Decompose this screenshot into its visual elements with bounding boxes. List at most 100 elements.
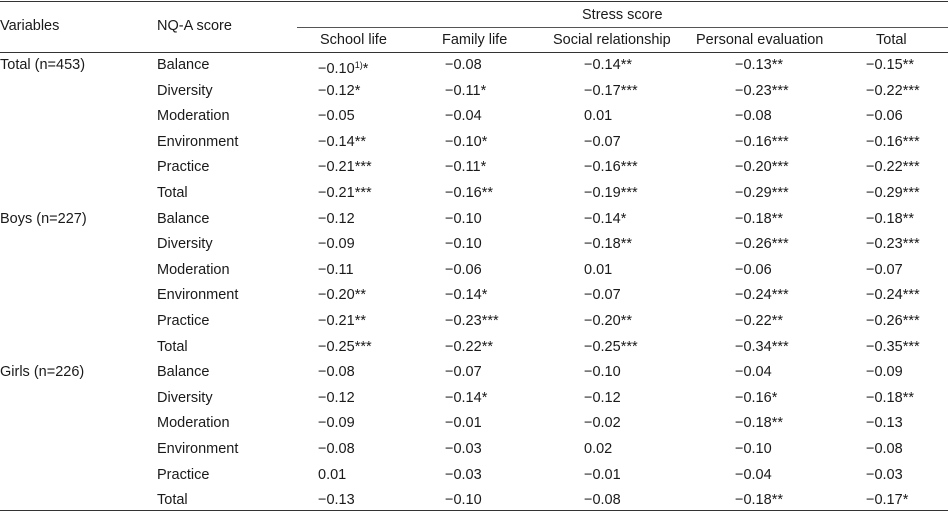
value-school-life: −0.12 bbox=[318, 211, 355, 227]
value-social-relationship: −0.07 bbox=[584, 134, 621, 150]
nq-score-label: Diversity bbox=[157, 83, 213, 99]
value-school-life: −0.08 bbox=[318, 441, 355, 457]
value-social-relationship: 0.02 bbox=[584, 441, 613, 457]
value-total: −0.15** bbox=[866, 57, 914, 73]
value-total: −0.18** bbox=[866, 390, 914, 406]
value-personal-evaluation: −0.16*** bbox=[735, 134, 789, 150]
value-family-life: −0.10 bbox=[445, 492, 482, 508]
value-school-life: −0.21*** bbox=[318, 159, 372, 175]
value-personal-evaluation: −0.26*** bbox=[735, 236, 789, 252]
value-social-relationship: −0.25*** bbox=[584, 339, 638, 355]
header-total: Total bbox=[876, 32, 907, 48]
value-social-relationship: −0.16*** bbox=[584, 159, 638, 175]
header-stress-score: Stress score bbox=[582, 7, 663, 23]
value-total: −0.16*** bbox=[866, 134, 920, 150]
value-family-life: −0.22** bbox=[445, 339, 493, 355]
value-total: −0.09 bbox=[866, 364, 903, 380]
value-school-life: −0.12 bbox=[318, 390, 355, 406]
value-total: −0.18** bbox=[866, 211, 914, 227]
value-school-life: −0.05 bbox=[318, 108, 355, 124]
nq-score-label: Diversity bbox=[157, 390, 213, 406]
nq-score-label: Balance bbox=[157, 364, 210, 380]
value-total: −0.17* bbox=[866, 492, 909, 508]
nq-score-label: Balance bbox=[157, 211, 210, 227]
value-personal-evaluation: −0.20*** bbox=[735, 159, 789, 175]
value-family-life: −0.23*** bbox=[445, 313, 499, 329]
value-personal-evaluation: −0.16* bbox=[735, 390, 778, 406]
stress-header-rule bbox=[297, 27, 948, 28]
value-social-relationship: −0.02 bbox=[584, 415, 621, 431]
value-social-relationship: 0.01 bbox=[584, 108, 613, 124]
value-family-life: −0.10* bbox=[445, 134, 488, 150]
value-total: −0.35*** bbox=[866, 339, 920, 355]
header-bottom-rule bbox=[0, 52, 948, 53]
value-social-relationship: 0.01 bbox=[584, 262, 613, 278]
value-social-relationship: −0.08 bbox=[584, 492, 621, 508]
value-total: −0.06 bbox=[866, 108, 903, 124]
nq-score-label: Moderation bbox=[157, 262, 230, 278]
value-social-relationship: −0.10 bbox=[584, 364, 621, 380]
nq-score-label: Environment bbox=[157, 441, 239, 457]
value-family-life: −0.06 bbox=[445, 262, 482, 278]
significance-mark: * bbox=[362, 61, 369, 77]
value-family-life: −0.04 bbox=[445, 108, 482, 124]
value-personal-evaluation: −0.24*** bbox=[735, 287, 789, 303]
value-personal-evaluation: −0.29*** bbox=[735, 185, 789, 201]
value-school-life: −0.11 bbox=[318, 262, 354, 278]
value-personal-evaluation: −0.04 bbox=[735, 467, 772, 483]
value-total: −0.13 bbox=[866, 415, 903, 431]
value-social-relationship: −0.07 bbox=[584, 287, 621, 303]
value-school-life: −0.08 bbox=[318, 364, 355, 380]
value-social-relationship: −0.18** bbox=[584, 236, 632, 252]
value-family-life: −0.14* bbox=[445, 287, 488, 303]
nq-score-label: Moderation bbox=[157, 415, 230, 431]
value-school-life: −0.25*** bbox=[318, 339, 372, 355]
value-text: −0.10 bbox=[318, 61, 355, 77]
value-family-life: −0.03 bbox=[445, 441, 482, 457]
value-school-life: −0.12* bbox=[318, 83, 361, 99]
value-total: −0.22*** bbox=[866, 159, 920, 175]
value-total: −0.08 bbox=[866, 441, 903, 457]
value-social-relationship: −0.20** bbox=[584, 313, 632, 329]
value-school-life: −0.21*** bbox=[318, 185, 372, 201]
value-school-life: 0.01 bbox=[318, 467, 347, 483]
value-personal-evaluation: −0.34*** bbox=[735, 339, 789, 355]
value-family-life: −0.10 bbox=[445, 211, 482, 227]
header-personal-evaluation: Personal evaluation bbox=[696, 32, 824, 48]
value-family-life: −0.03 bbox=[445, 467, 482, 483]
value-total: −0.26*** bbox=[866, 313, 920, 329]
value-total: −0.07 bbox=[866, 262, 903, 278]
value-personal-evaluation: −0.23*** bbox=[735, 83, 789, 99]
nq-score-label: Moderation bbox=[157, 108, 230, 124]
value-personal-evaluation: −0.10 bbox=[735, 441, 772, 457]
value-social-relationship: −0.19*** bbox=[584, 185, 638, 201]
header-school-life: School life bbox=[320, 32, 387, 48]
value-family-life: −0.16** bbox=[445, 185, 493, 201]
value-school-life: −0.101)* bbox=[318, 56, 368, 78]
group-label: Boys (n=227) bbox=[0, 211, 87, 227]
table-bottom-rule bbox=[0, 510, 948, 511]
value-family-life: −0.10 bbox=[445, 236, 482, 252]
value-social-relationship: −0.14* bbox=[584, 211, 627, 227]
nq-score-label: Practice bbox=[157, 159, 210, 175]
value-school-life: −0.21** bbox=[318, 313, 366, 329]
nq-score-label: Total bbox=[157, 339, 188, 355]
value-personal-evaluation: −0.13** bbox=[735, 57, 783, 73]
header-variables: Variables bbox=[0, 18, 60, 34]
value-total: −0.29*** bbox=[866, 185, 920, 201]
nq-score-label: Environment bbox=[157, 287, 239, 303]
value-personal-evaluation: −0.22** bbox=[735, 313, 783, 329]
nq-score-label: Practice bbox=[157, 313, 210, 329]
value-social-relationship: −0.14** bbox=[584, 57, 632, 73]
group-label: Girls (n=226) bbox=[0, 364, 85, 380]
nq-score-label: Practice bbox=[157, 467, 210, 483]
value-family-life: −0.01 bbox=[445, 415, 482, 431]
value-family-life: −0.08 bbox=[445, 57, 482, 73]
value-family-life: −0.14* bbox=[445, 390, 488, 406]
value-personal-evaluation: −0.06 bbox=[735, 262, 772, 278]
value-total: −0.22*** bbox=[866, 83, 920, 99]
nq-score-label: Total bbox=[157, 492, 188, 508]
value-personal-evaluation: −0.18** bbox=[735, 492, 783, 508]
header-social-relationship: Social relationship bbox=[553, 32, 671, 48]
